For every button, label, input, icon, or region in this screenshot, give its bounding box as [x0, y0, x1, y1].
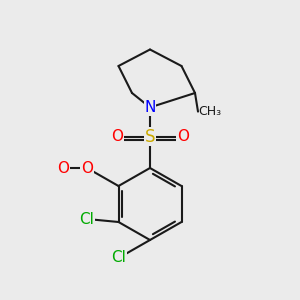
Text: O: O [57, 160, 69, 175]
Text: Cl: Cl [80, 212, 94, 226]
Text: S: S [145, 128, 155, 146]
Text: O: O [81, 160, 93, 175]
Text: CH₃: CH₃ [198, 105, 221, 118]
Text: N: N [144, 100, 156, 115]
Text: O: O [177, 129, 189, 144]
Text: Cl: Cl [111, 250, 126, 266]
Text: O: O [111, 129, 123, 144]
